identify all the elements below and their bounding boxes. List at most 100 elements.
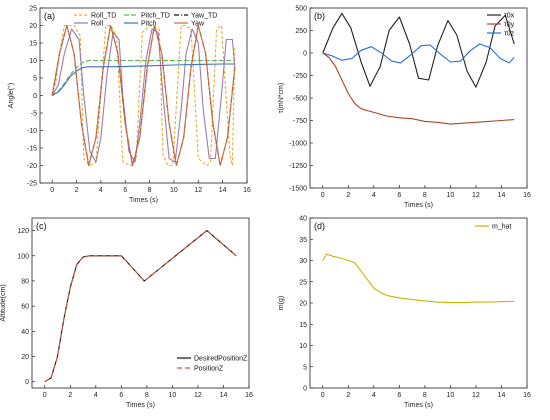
legend-label: τ0z: [504, 31, 515, 38]
y-tick-label: 20: [29, 23, 37, 30]
y-tick-label: 500: [295, 6, 307, 13]
y-tick-label: 80: [21, 278, 29, 285]
y-tick-label: 25: [29, 6, 37, 13]
y-tick-label: -1500: [289, 186, 307, 193]
x-tick-label: 0: [50, 187, 54, 194]
x-tick-label: 12: [194, 392, 202, 399]
legend-label: PositionZ: [194, 366, 224, 373]
y-tick-label: -10: [27, 128, 37, 135]
legend-label: Pitch: [141, 21, 157, 28]
x-tick-label: 12: [472, 392, 480, 399]
y-tick-label: 40: [21, 329, 29, 336]
x-tick-label: 2: [68, 392, 72, 399]
y-tick-label: 0: [303, 386, 307, 393]
y-tick-label: -5: [31, 111, 37, 118]
y-tick-label: 20: [21, 354, 29, 361]
legend-label: Yaw: [191, 21, 205, 28]
y-axis-label: Altitude(cm): [0, 284, 7, 321]
panel-label: (b): [314, 11, 325, 21]
y-tick-label: -15: [27, 146, 37, 153]
x-tick-label: 16: [245, 392, 253, 399]
y-tick-label: 25: [299, 279, 307, 286]
y-tick-label: -750: [293, 118, 307, 125]
x-tick-label: 4: [372, 392, 376, 399]
x-tick-label: 4: [99, 187, 103, 194]
series-line-positionz: [44, 230, 237, 383]
series-group: [51, 24, 236, 167]
x-tick-label: 14: [219, 187, 227, 194]
x-tick-label: 6: [397, 392, 401, 399]
y-tick-label: 30: [299, 258, 307, 265]
legend: DesiredPositionZ PositionZ: [177, 356, 248, 373]
y-tick-label: 120: [17, 228, 29, 235]
y-tick-label: 35: [299, 237, 307, 244]
y-axis-label: m(g): [278, 296, 285, 310]
chart-panel-b: 0 2 4 6 8 10 12 14 16 -1500 -1250 -1000 -750 -500 -250…: [278, 6, 531, 210]
x-axis-label: Times (s): [129, 197, 158, 204]
x-tick-label: 6: [119, 392, 123, 399]
y-tick-label: 100: [17, 253, 29, 260]
y-tick-label: -250: [293, 73, 307, 80]
x-tick-label: 6: [397, 192, 401, 199]
plot-frame: [309, 7, 528, 189]
y-tick-label: -25: [27, 181, 37, 188]
x-axis-label: Times (s): [404, 402, 433, 409]
y-tick-label: 10: [29, 58, 37, 65]
y-tick-label: 10: [299, 343, 307, 350]
chart-panel-c: 0 2 4 6 8 10 12 14 16 0 20 40 60 80 100 120 Times (s) Alt…: [0, 217, 253, 409]
panel-label: (a): [44, 11, 55, 21]
legend-label: τ0x: [504, 13, 515, 20]
series-line-m-hat: [322, 253, 515, 304]
series-group: [322, 253, 515, 304]
series-line-yaw: [51, 24, 236, 167]
series-line--0y: [322, 52, 515, 125]
x-tick-label: 14: [498, 192, 506, 199]
y-tick-label: 0: [303, 51, 307, 58]
y-tick-label: 5: [303, 364, 307, 371]
x-tick-label: 4: [94, 392, 98, 399]
y-tick-label: 60: [21, 304, 29, 311]
legend-label: Roll_TD: [91, 13, 116, 20]
x-tick-label: 8: [423, 392, 427, 399]
y-tick-label: 20: [299, 301, 307, 308]
y-tick-label: -20: [27, 163, 37, 170]
x-tick-label: 0: [321, 192, 325, 199]
y-tick-label: 15: [29, 41, 37, 48]
chart-panel-d: 0 2 4 6 8 10 12 14 16 0 5 10 15 20 25 30 35 40 Times (s) m(…: [278, 216, 531, 410]
y-tick-label: 5: [33, 76, 37, 83]
x-tick-label: 4: [372, 192, 376, 199]
legend-label: τ0y: [504, 22, 515, 29]
plot-frame: [31, 217, 250, 389]
y-tick-label: 0: [33, 93, 37, 100]
legend-label: Yaw_TD: [191, 13, 217, 20]
x-tick-label: 14: [220, 392, 228, 399]
y-axis-label: Angle(°): [7, 83, 15, 108]
legend-label: Pitch_TD: [141, 13, 170, 20]
x-tick-label: 0: [321, 392, 325, 399]
x-tick-label: 10: [170, 187, 178, 194]
x-tick-label: 8: [423, 192, 427, 199]
series-line--0x: [322, 12, 515, 88]
x-tick-label: 10: [447, 192, 455, 199]
y-axis-label: τ(mN*cm): [278, 83, 285, 113]
legend-label: DesiredPositionZ: [194, 356, 248, 363]
legend: m_hat: [475, 224, 512, 231]
series-group: [44, 230, 237, 383]
x-tick-label: 14: [498, 392, 506, 399]
series-line-pitch-td: [51, 59, 235, 96]
x-tick-label: 2: [346, 192, 350, 199]
series-line-roll: [51, 28, 236, 163]
y-tick-label: -1250: [289, 163, 307, 170]
legend: τ0x τ0y τ0z: [487, 13, 515, 38]
x-tick-label: 12: [194, 187, 202, 194]
x-tick-label: 16: [523, 392, 531, 399]
y-tick-label: 0: [25, 379, 29, 386]
x-tick-label: 10: [447, 392, 455, 399]
series-line--0z: [322, 43, 515, 64]
y-tick-label: 40: [299, 216, 307, 223]
y-tick-label: -500: [293, 96, 307, 103]
x-tick-label: 0: [43, 392, 47, 399]
plot-frame: [309, 217, 528, 389]
